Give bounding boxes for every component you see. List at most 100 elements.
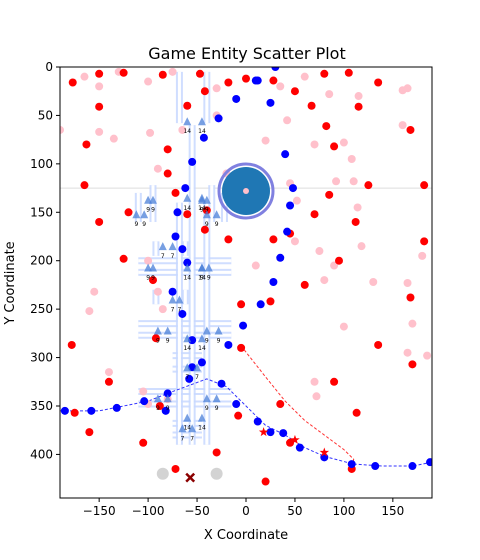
marker-label: 9 [142, 221, 146, 228]
marker-label: 9 [156, 337, 160, 344]
marker-label: 9 [205, 337, 209, 344]
triangle-marker [175, 295, 184, 304]
red-point [330, 377, 339, 386]
red-point [234, 411, 243, 420]
pink-point [153, 287, 162, 296]
marker-label: 7 [171, 306, 175, 313]
blue-point [140, 397, 149, 406]
red-point [269, 235, 278, 244]
blue-point [163, 389, 172, 398]
marker-label: 9 [134, 221, 138, 228]
triangle-marker [168, 242, 177, 251]
y-tick-label: 250 [30, 302, 53, 316]
red-point [310, 210, 319, 219]
triangle-marker [158, 242, 167, 251]
pink-point [153, 164, 162, 173]
x-tick-label: −150 [83, 504, 116, 518]
red-point [224, 78, 233, 87]
triangle-marker [204, 263, 213, 272]
blue-point [347, 460, 356, 469]
red-point [195, 69, 204, 78]
player-center [243, 187, 249, 194]
triangle-marker [183, 117, 192, 126]
red-point [406, 293, 415, 302]
marker-label: 7 [161, 253, 165, 260]
pink-point [408, 319, 417, 328]
marker-label: 14 [183, 425, 191, 432]
marker-label: 9 [215, 221, 219, 228]
blue-point [239, 321, 248, 330]
triangle-marker [183, 193, 192, 202]
marker-label: 7 [190, 435, 194, 442]
blue-point [279, 429, 288, 438]
pink-point [332, 177, 341, 186]
triangle-marker [214, 326, 223, 335]
pink-point [283, 116, 292, 125]
pink-point [139, 387, 148, 396]
marker-label: 14 [198, 425, 206, 432]
marker-label: 9 [151, 207, 155, 214]
red-point [139, 438, 148, 447]
blue-point [214, 114, 223, 123]
marker-label: 9 [166, 405, 170, 412]
pink-point [310, 140, 319, 149]
pink-point [261, 136, 270, 145]
red-point [242, 74, 250, 83]
red-curve [240, 345, 355, 470]
x-axis-label: X Coordinate [204, 528, 288, 543]
triangle-marker [188, 424, 197, 433]
marker-label: 14 [183, 274, 191, 281]
pink-point [290, 237, 299, 246]
triangle-marker [149, 263, 157, 272]
triangle-marker [153, 326, 162, 335]
y-tick-label: 400 [30, 447, 53, 461]
triangle-marker [140, 210, 149, 219]
marker-label: 9 [146, 274, 150, 281]
pink-point [60, 125, 64, 134]
pink-point [403, 84, 412, 93]
axes: −150 −100 −50 0 50 100 150 0 50 100 150 200 250 300 35… [30, 60, 433, 518]
red-point [80, 181, 89, 190]
blue-point [269, 278, 278, 287]
red-point [163, 145, 172, 154]
marker-label: 9 [207, 274, 211, 281]
red-point [67, 340, 76, 349]
pink-point [354, 92, 363, 101]
marker-label: 14 [198, 128, 206, 135]
triangle-marker [212, 210, 221, 219]
blue-point [232, 400, 241, 409]
blue-point [171, 232, 180, 241]
blue-point [87, 406, 96, 415]
blue-point [266, 428, 275, 437]
red-point [200, 87, 209, 96]
red-point [149, 276, 157, 285]
red-point [354, 102, 363, 111]
red-point [171, 464, 180, 473]
blue-point [271, 67, 280, 71]
blue-point [408, 462, 417, 471]
red-point [420, 181, 429, 190]
pink-point [276, 82, 285, 91]
red-point [320, 69, 329, 78]
triangle-marker [183, 413, 192, 422]
x-tick-label: 100 [332, 504, 355, 518]
gray-circle [156, 467, 169, 480]
triangle-marker [149, 195, 157, 204]
marker-label: 14 [198, 274, 206, 281]
y-tick-label: 50 [38, 108, 53, 122]
red-point [290, 87, 299, 96]
pink-point [349, 177, 358, 186]
pink-point [339, 138, 348, 147]
pink-point [80, 72, 89, 81]
blue-point [188, 157, 197, 166]
red-point [224, 235, 233, 244]
marker-label: 14 [183, 205, 191, 212]
triangle-marker [197, 193, 206, 202]
red-point [95, 217, 104, 226]
pink-point [312, 392, 321, 401]
triangle-marker [202, 394, 211, 403]
blue-point [197, 358, 206, 367]
blue-point [161, 406, 170, 415]
marker-label: 7 [178, 306, 182, 313]
blue-point [232, 94, 241, 103]
